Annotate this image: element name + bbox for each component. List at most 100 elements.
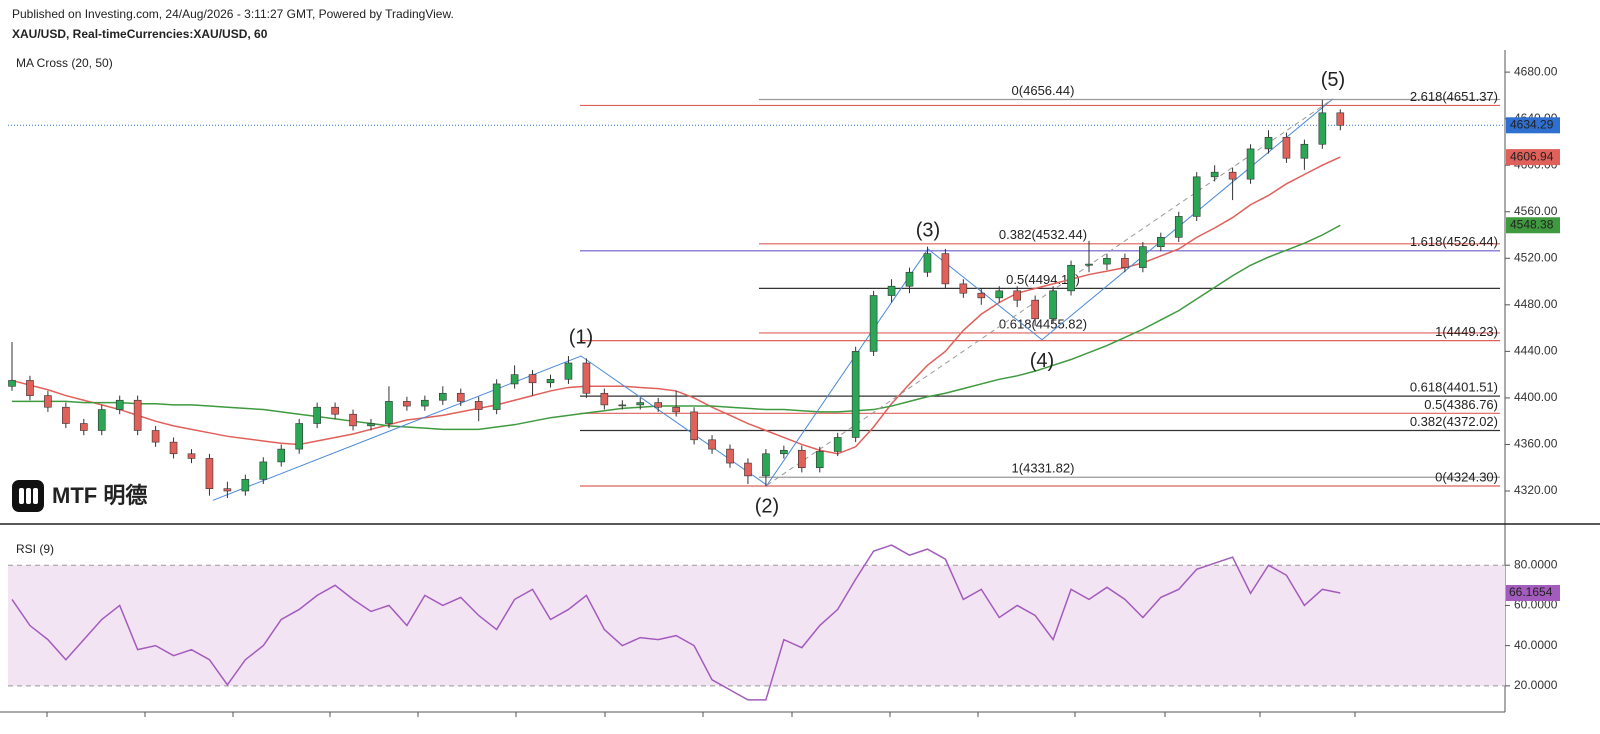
plot: 4320.00 4360.00 4400.00 4440.00 4480.00 4520.…	[8, 64, 1560, 717]
candle-body	[1264, 136, 1273, 150]
candle-body	[1031, 299, 1039, 320]
candle-body	[1121, 257, 1129, 268]
candle-body	[259, 461, 268, 480]
candle-body	[1085, 263, 1093, 266]
candle-body	[636, 402, 645, 406]
y-tick-label: 4680.00	[1514, 64, 1558, 78]
candle-body	[690, 411, 698, 441]
candle-body	[977, 292, 986, 299]
fib-label: 0.5(4386.76)	[1424, 397, 1498, 412]
candle-body	[403, 401, 411, 407]
fib-label: 2.618(4651.37)	[1410, 89, 1498, 104]
price-tag	[1506, 149, 1560, 166]
y-tick-label: 4320.00	[1514, 483, 1558, 497]
rsi-title: RSI (9)	[16, 542, 54, 556]
symbol: XAU/USD, Real-timeCurrencies:XAU/USD, 60	[12, 27, 268, 41]
y-tick-label: 4520.00	[1514, 250, 1558, 264]
candle-body	[385, 401, 393, 424]
candle-body	[1246, 148, 1255, 180]
candle-body	[1013, 290, 1022, 301]
wave-label: (5)	[1321, 69, 1345, 91]
value-tag-label: 66.1654	[1509, 585, 1553, 599]
y-tick-label: 4360.00	[1514, 437, 1558, 451]
fib-label: 1(4449.23)	[1435, 324, 1498, 339]
logo-icon-part	[19, 488, 24, 504]
candle-body	[295, 423, 304, 450]
wave-label: (1)	[569, 326, 593, 348]
candle-body	[1282, 136, 1291, 159]
candle-body	[744, 462, 752, 477]
logo-text: MTF 明德	[52, 483, 147, 508]
candle-body	[1174, 216, 1183, 238]
logo-icon-part	[26, 488, 31, 504]
published-note: Published on Investing.com, 24/Aug/2026 …	[12, 7, 454, 21]
candle-body	[618, 404, 627, 407]
candle-body	[1139, 246, 1147, 268]
candle-body	[959, 283, 968, 294]
candle-body	[223, 488, 232, 492]
price-tag	[1506, 117, 1560, 134]
candle-body	[151, 430, 160, 443]
candle-body	[923, 253, 932, 273]
candle-body	[1228, 171, 1237, 180]
wave-label: (2)	[755, 495, 779, 517]
candle-body	[367, 423, 375, 427]
rsi-line	[11, 544, 1341, 701]
candle-body	[187, 453, 196, 459]
price-tag	[1506, 217, 1560, 234]
candle-body	[1318, 112, 1327, 145]
candle-body	[762, 453, 770, 477]
fib-label: 1.618(4526.44)	[1410, 234, 1498, 249]
fib-label: 0(4324.30)	[1435, 469, 1498, 484]
wave-label: (4)	[1030, 350, 1054, 372]
y-tick-label: 80.0000	[1514, 557, 1558, 571]
candle-body	[564, 362, 573, 380]
candle-body	[133, 399, 142, 431]
candle-body	[1049, 290, 1057, 320]
candle-body	[277, 448, 286, 463]
wave-line	[212, 98, 1334, 501]
candle-body	[869, 295, 878, 352]
candle-body	[44, 395, 52, 408]
candle-body	[241, 479, 250, 492]
logo: MTF 明德	[12, 480, 147, 512]
candle-body	[851, 351, 860, 438]
candle-body	[331, 406, 339, 415]
indicator-title: MA Cross (20, 50)	[16, 56, 113, 70]
candle-body	[654, 402, 663, 408]
y-tick-label: 40.0000	[1514, 638, 1558, 652]
price-tag-label: 4634.29	[1510, 117, 1554, 131]
fib-label: 0.382(4372.02)	[1410, 414, 1498, 429]
candle-body	[833, 437, 842, 452]
y-tick-label: 4440.00	[1514, 344, 1558, 358]
candle-body	[62, 406, 70, 424]
candle-body	[995, 290, 1004, 299]
candle-body	[456, 392, 465, 402]
fib-label: 0.618(4401.51)	[1410, 380, 1498, 395]
price-tag-label: 4548.38	[1510, 217, 1554, 231]
candle-body	[528, 374, 537, 384]
candle-body	[8, 380, 16, 387]
candle-body	[115, 399, 124, 410]
candle-body	[313, 406, 321, 424]
candle-body	[797, 449, 806, 469]
y-tick-label: 4560.00	[1514, 204, 1558, 218]
fib-label: 0.382(4532.44)	[999, 227, 1087, 242]
fib-label: 0.618(4455.82)	[999, 316, 1087, 331]
y-tick-label: 60.0000	[1514, 598, 1558, 612]
candle-body	[205, 458, 214, 489]
candle-body	[1336, 112, 1345, 126]
candle-body	[708, 439, 716, 450]
y-tick-label: 4400.00	[1514, 390, 1558, 404]
candle-body	[349, 413, 357, 427]
candle-body	[815, 451, 824, 469]
candle-body	[26, 380, 34, 396]
candle-body	[905, 271, 914, 287]
price-tag-label: 4606.94	[1510, 149, 1554, 163]
fib-label: 0.5(4494.13)	[1006, 272, 1080, 287]
y-tick-label: 4480.00	[1514, 297, 1558, 311]
candle-body	[546, 378, 555, 384]
candle-body	[780, 449, 788, 455]
candle-body	[421, 399, 429, 407]
